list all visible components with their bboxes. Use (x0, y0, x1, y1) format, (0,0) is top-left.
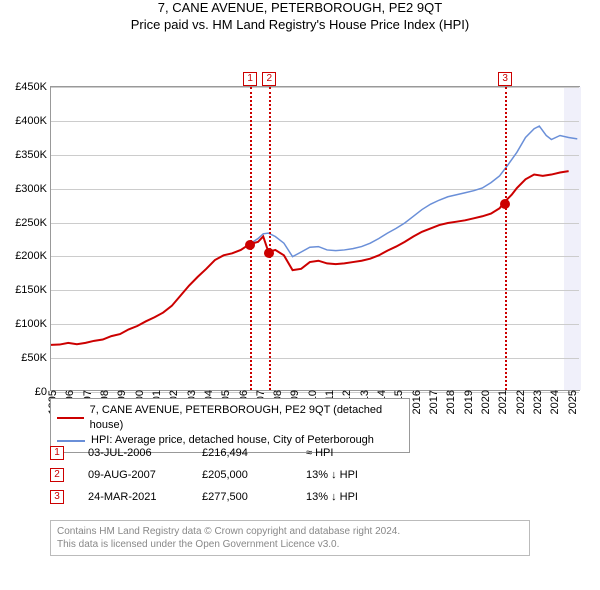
x-tick-label: 2022 (511, 390, 527, 414)
x-tick-label: 2020 (476, 390, 492, 414)
x-tick-label: 2024 (545, 390, 561, 414)
sale-price: £205,000 (202, 469, 282, 481)
plot-area: £0£50K£100K£150K£200K£250K£300K£350K£400… (50, 86, 580, 391)
x-tick-label: 2021 (493, 390, 509, 414)
license-text: Contains HM Land Registry data © Crown c… (50, 520, 530, 556)
sale-row: 3 24-MAR-2021 £277,500 13% ↓ HPI (50, 490, 386, 504)
sale-date: 09-AUG-2007 (88, 469, 178, 481)
sale-row: 1 03-JUL-2006 £216,494 ≈ HPI (50, 446, 386, 460)
y-tick-label: £50K (21, 352, 51, 364)
sale-diff: 13% ↓ HPI (306, 491, 386, 503)
legend-label: 7, CANE AVENUE, PETERBOROUGH, PE2 9QT (d… (90, 403, 403, 433)
sale-price: £216,494 (202, 447, 282, 459)
y-tick-label: £400K (15, 115, 51, 127)
sale-marker-badge: 1 (243, 72, 257, 86)
sale-badge: 1 (50, 446, 64, 460)
y-tick-label: £450K (15, 81, 51, 93)
legend-swatch (57, 440, 85, 442)
y-tick-label: £100K (15, 318, 51, 330)
x-tick-label: 2018 (441, 390, 457, 414)
sale-marker-badge: 3 (498, 72, 512, 86)
sale-badge: 2 (50, 468, 64, 482)
legend: 7, CANE AVENUE, PETERBOROUGH, PE2 9QT (d… (50, 398, 410, 453)
sale-marker-dot (264, 248, 274, 258)
property-line (51, 171, 569, 345)
sale-marker-dot (245, 240, 255, 250)
sale-date: 24-MAR-2021 (88, 491, 178, 503)
x-tick-label: 2017 (424, 390, 440, 414)
chart-series (51, 87, 579, 390)
license-line: Contains HM Land Registry data © Crown c… (57, 525, 523, 538)
legend-swatch (57, 417, 84, 419)
legend-item: 7, CANE AVENUE, PETERBOROUGH, PE2 9QT (d… (57, 403, 403, 433)
sale-marker-dot (500, 199, 510, 209)
x-tick-label: 2025 (563, 390, 579, 414)
y-tick-label: £250K (15, 217, 51, 229)
y-tick-label: £300K (15, 183, 51, 195)
sale-price: £277,500 (202, 491, 282, 503)
page-title: 7, CANE AVENUE, PETERBOROUGH, PE2 9QT (0, 0, 600, 15)
sale-marker-badge: 2 (262, 72, 276, 86)
sale-badge: 3 (50, 490, 64, 504)
sale-diff: ≈ HPI (306, 447, 386, 459)
x-tick-label: 2023 (528, 390, 544, 414)
x-tick-label: 2019 (459, 390, 475, 414)
y-tick-label: £200K (15, 250, 51, 262)
page-subtitle: Price paid vs. HM Land Registry's House … (0, 17, 600, 32)
sale-row: 2 09-AUG-2007 £205,000 13% ↓ HPI (50, 468, 386, 482)
y-tick-label: £350K (15, 149, 51, 161)
sale-diff: 13% ↓ HPI (306, 469, 386, 481)
y-tick-label: £150K (15, 284, 51, 296)
license-line: This data is licensed under the Open Gov… (57, 538, 523, 551)
sale-date: 03-JUL-2006 (88, 447, 178, 459)
